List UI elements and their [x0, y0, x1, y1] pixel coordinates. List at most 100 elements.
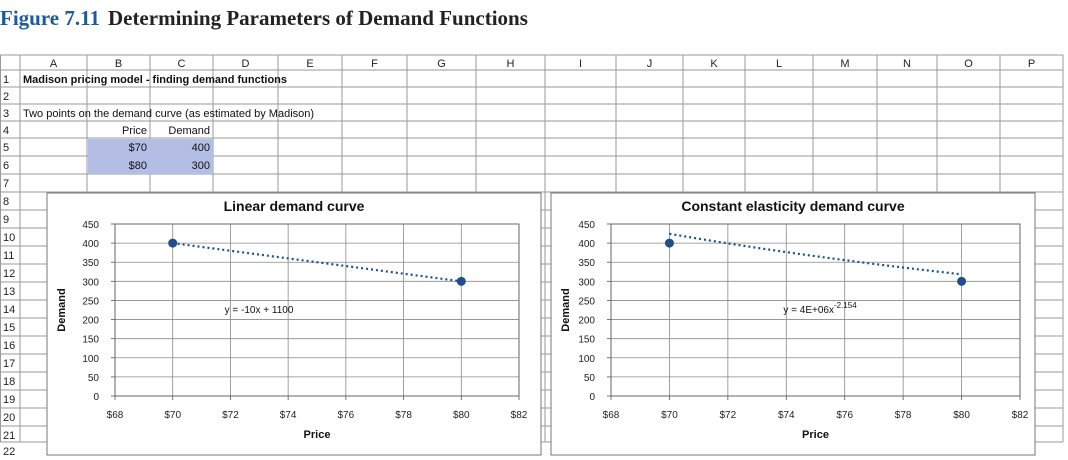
- figure-title: Figure 7.11 Determining Parameters of Dem…: [0, 3, 528, 33]
- column-header-i[interactable]: I: [579, 58, 582, 70]
- data-point[interactable]: [957, 276, 967, 286]
- linear-chart-title: Linear demand curve: [224, 198, 365, 214]
- x-tick-label: $82: [1012, 410, 1029, 421]
- row-header-8[interactable]: 8: [3, 196, 9, 208]
- row-header-9[interactable]: 9: [3, 214, 9, 226]
- row-header-6[interactable]: 6: [3, 160, 9, 172]
- row-header-1[interactable]: 1: [3, 74, 9, 86]
- row-header-21[interactable]: 21: [3, 430, 15, 442]
- data-highlight: [88, 139, 213, 174]
- column-header-k[interactable]: K: [710, 58, 718, 70]
- y-tick-label: 400: [82, 239, 99, 250]
- row-header-4[interactable]: 4: [3, 125, 9, 137]
- row-header-15[interactable]: 15: [3, 322, 15, 334]
- x-axis-label: Price: [802, 429, 829, 441]
- elasticity-chart-title: Constant elasticity demand curve: [681, 198, 905, 214]
- y-axis-label: Demand: [560, 288, 572, 331]
- row-header-3[interactable]: 3: [3, 108, 9, 120]
- column-header-n[interactable]: N: [903, 58, 911, 70]
- x-tick-label: $78: [895, 410, 912, 421]
- y-tick-label: 200: [82, 316, 99, 327]
- row-header-14[interactable]: 14: [3, 304, 15, 316]
- cell-a1[interactable]: Madison pricing model - finding demand f…: [23, 74, 287, 86]
- row-header-10[interactable]: 10: [3, 232, 15, 244]
- elasticity-chart-area[interactable]: [550, 192, 1036, 456]
- column-header-j[interactable]: J: [647, 58, 653, 70]
- elasticity-trendline-equation: y = 4E+06x-2.154: [783, 301, 857, 316]
- cell-c4[interactable]: Demand: [168, 125, 210, 137]
- y-tick-label: 150: [82, 335, 99, 346]
- x-tick-label: $80: [953, 410, 970, 421]
- column-header-f[interactable]: F: [371, 58, 378, 70]
- x-tick-label: $78: [395, 410, 412, 421]
- data-point[interactable]: [664, 238, 674, 248]
- column-header-p[interactable]: P: [1028, 58, 1035, 70]
- cell-b4[interactable]: Price: [122, 125, 147, 137]
- y-tick-label: 300: [82, 277, 99, 288]
- cell-b6[interactable]: $80: [129, 160, 147, 172]
- row-header-16[interactable]: 16: [3, 340, 15, 352]
- x-tick-label: $72: [222, 410, 239, 421]
- row-header-2[interactable]: 2: [3, 91, 9, 103]
- row-header-5[interactable]: 5: [3, 142, 9, 154]
- linear-trendline-equation: y = -10x + 1100: [225, 305, 294, 316]
- row-header-18[interactable]: 18: [3, 376, 15, 388]
- x-tick-label: $74: [280, 410, 297, 421]
- figure-label: Figure 7.11: [0, 6, 100, 30]
- linear-plot-area: [114, 223, 520, 397]
- y-tick-label: 100: [578, 354, 595, 365]
- data-point[interactable]: [456, 276, 466, 286]
- x-axis-label: Price: [304, 429, 331, 441]
- y-tick-label: 0: [589, 392, 595, 403]
- row-header-11[interactable]: 11: [3, 250, 14, 262]
- column-header-m[interactable]: M: [840, 58, 849, 70]
- linear-chart-area[interactable]: [46, 192, 542, 456]
- column-header-d[interactable]: D: [242, 58, 250, 70]
- y-tick-label: 450: [578, 220, 595, 231]
- y-tick-label: 300: [578, 277, 595, 288]
- y-tick-label: 450: [82, 220, 99, 231]
- figure-caption: Determining Parameters of Demand Functio…: [107, 6, 528, 30]
- x-tick-label: $80: [453, 410, 470, 421]
- cell-c6[interactable]: 300: [192, 160, 210, 172]
- cell-c5[interactable]: 400: [192, 142, 210, 154]
- column-header-e[interactable]: E: [306, 58, 313, 70]
- row-header-22[interactable]: 22: [3, 446, 15, 458]
- linear-trendline: [172, 242, 462, 283]
- x-tick-label: $74: [778, 410, 795, 421]
- y-axis-label: Demand: [56, 288, 68, 331]
- elasticity-chart[interactable]: 0 50 100 150 200 250 300 350 400 450 $68 $70 $72 $74 $…: [550, 192, 1036, 456]
- y-tick-label: 50: [88, 373, 100, 384]
- data-point[interactable]: [168, 238, 178, 248]
- linear-chart[interactable]: 0 50 100 150 200 250 300 350 400 450 $68 $70 $72 $74 $…: [46, 192, 542, 456]
- cell-b5[interactable]: $70: [129, 142, 147, 154]
- column-header-o[interactable]: O: [964, 58, 973, 70]
- column-header-h[interactable]: H: [507, 58, 515, 70]
- row-header-13[interactable]: 13: [3, 286, 15, 298]
- y-tick-label: 250: [578, 296, 595, 307]
- column-header-c[interactable]: C: [178, 58, 186, 70]
- column-header-g[interactable]: G: [437, 58, 446, 70]
- column-header-l[interactable]: L: [776, 58, 782, 70]
- x-tick-label: $68: [107, 410, 124, 421]
- x-tick-label: $82: [511, 410, 528, 421]
- x-tick-label: $70: [661, 410, 678, 421]
- row-header-17[interactable]: 17: [3, 358, 15, 370]
- y-tick-label: 50: [584, 373, 596, 384]
- x-tick-label: $68: [603, 410, 620, 421]
- row-header-19[interactable]: 19: [3, 394, 15, 406]
- row-header-7[interactable]: 7: [3, 178, 9, 190]
- y-tick-label: 150: [578, 335, 595, 346]
- row-header-20[interactable]: 20: [3, 412, 15, 424]
- row-header-12[interactable]: 12: [3, 268, 15, 280]
- y-tick-label: 350: [82, 258, 99, 269]
- column-header-a[interactable]: A: [50, 58, 58, 70]
- y-tick-label: 400: [578, 239, 595, 250]
- column-header-b[interactable]: B: [115, 58, 122, 70]
- y-tick-label: 250: [82, 296, 99, 307]
- elasticity-trendline: [669, 232, 962, 276]
- cell-a3[interactable]: Two points on the demand curve (as estim…: [23, 108, 314, 120]
- x-tick-label: $76: [338, 410, 355, 421]
- x-tick-label: $70: [164, 410, 181, 421]
